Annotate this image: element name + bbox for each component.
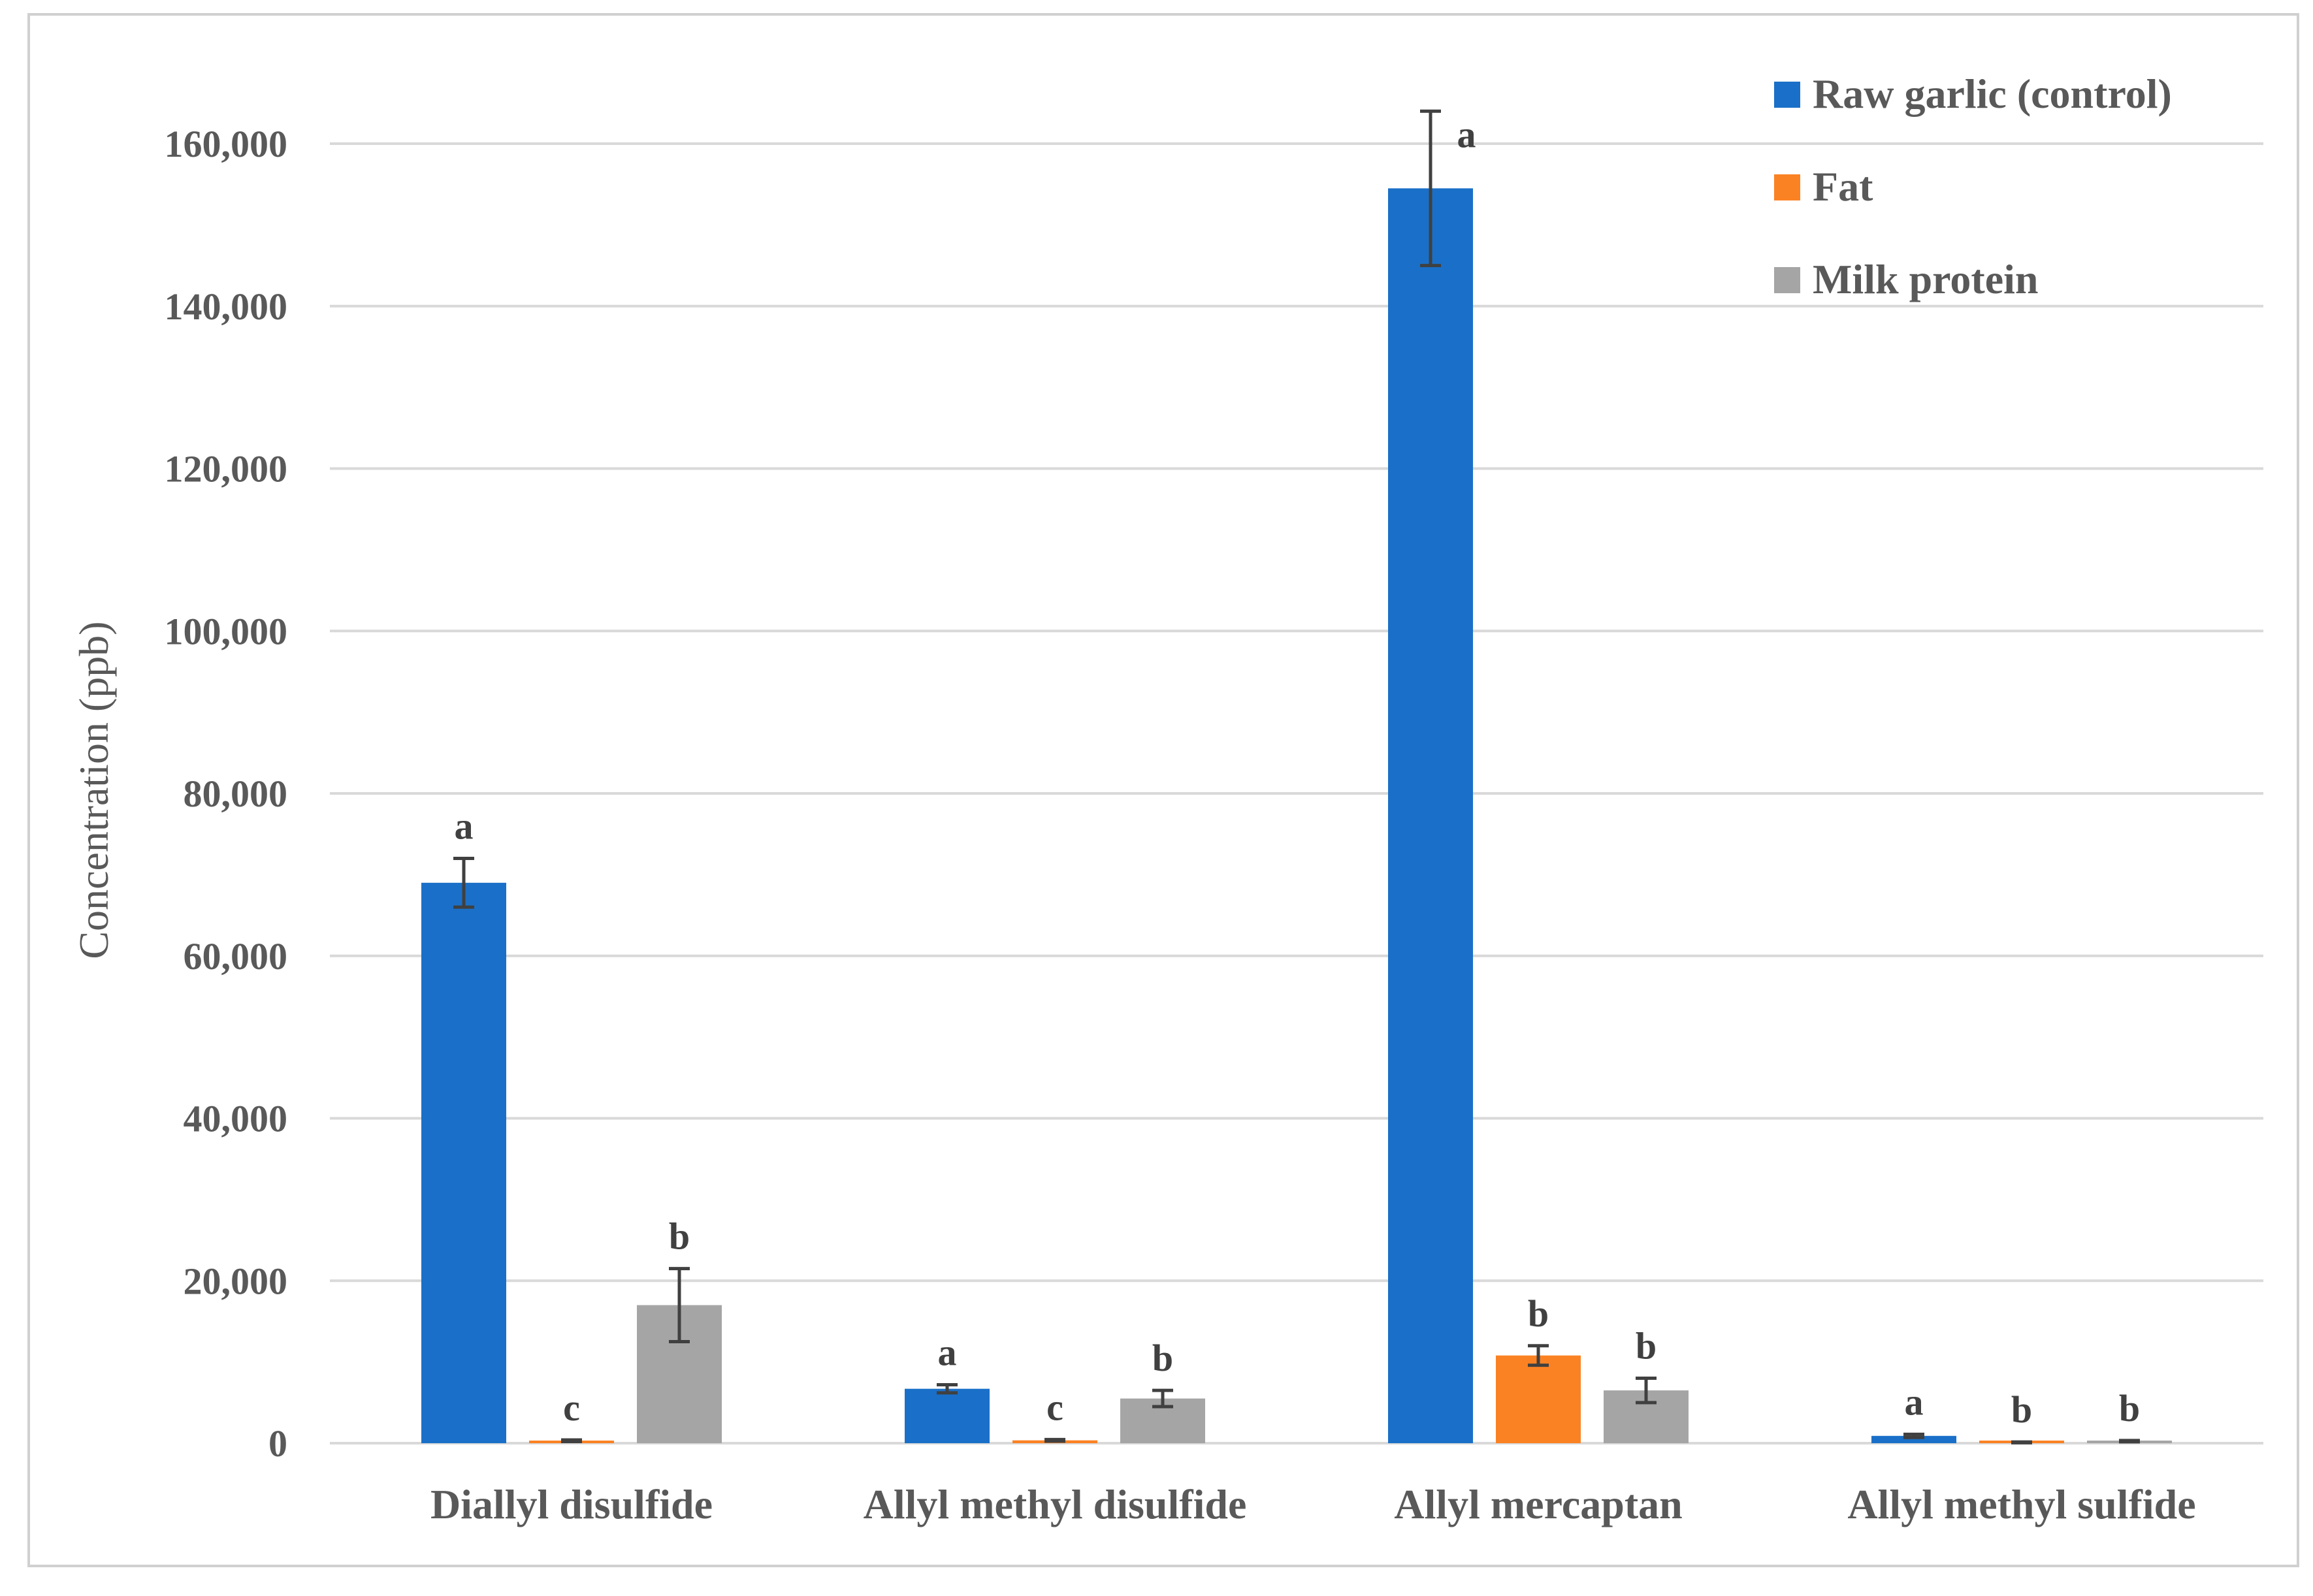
legend-label: Fat	[1813, 163, 1873, 210]
significance-letter: c	[1046, 1386, 1063, 1428]
legend-swatch	[1774, 267, 1800, 293]
error-bar	[1044, 1437, 1065, 1443]
y-axis-ticks: 0 20,000 40,000 60,000 80,000 100,000 120,000 1…	[165, 123, 288, 1465]
y-tick-label: 60,000	[184, 935, 288, 978]
x-category-label: Allyl mercaptan	[1394, 1481, 1682, 1527]
significance-letters: a c b a c b a b b a b b	[455, 113, 2141, 1431]
chart-frame	[27, 13, 2299, 1567]
error-bar	[1420, 109, 1441, 268]
bar	[905, 1388, 990, 1443]
y-tick-label: 140,000	[165, 285, 288, 328]
significance-letter: b	[2011, 1388, 2032, 1431]
bar	[1388, 188, 1473, 1443]
legend-label: Milk protein	[1813, 256, 2039, 302]
error-bars	[453, 109, 2140, 1444]
significance-letter: a	[938, 1331, 957, 1373]
error-bar	[2011, 1440, 2032, 1444]
gridlines	[330, 142, 2263, 1444]
bar	[1871, 1435, 1956, 1443]
legend-item: Milk protein	[1774, 256, 2039, 302]
significance-letter: b	[2119, 1387, 2140, 1429]
significance-letter: a	[1457, 113, 1476, 155]
error-bar	[453, 857, 474, 909]
error-bar	[1636, 1377, 1657, 1405]
x-category-label: Allyl methyl disulfide	[864, 1481, 1247, 1527]
y-tick-label: 80,000	[184, 773, 288, 815]
error-bar	[669, 1267, 690, 1344]
y-tick-label: 100,000	[165, 610, 288, 652]
error-bar	[561, 1438, 582, 1444]
significance-letter: a	[455, 805, 474, 848]
y-tick-label: 120,000	[165, 448, 288, 490]
y-tick-label: 40,000	[184, 1098, 288, 1140]
significance-letter: c	[563, 1386, 580, 1429]
legend-item: Fat	[1774, 163, 1873, 210]
error-bar	[1903, 1432, 1924, 1439]
significance-letter: b	[1636, 1325, 1657, 1367]
significance-letter: b	[1152, 1337, 1173, 1379]
error-bar	[937, 1382, 958, 1395]
significance-letter: b	[1528, 1292, 1549, 1335]
legend-item: Raw garlic (control)	[1774, 71, 2172, 117]
y-tick-label: 0	[268, 1422, 287, 1465]
significance-letter: a	[1905, 1381, 1924, 1423]
y-axis-label: Concentration (ppb)	[71, 621, 117, 959]
error-bar	[1528, 1344, 1549, 1367]
x-axis-categories: Diallyl disulfide Allyl methyl disulfide A…	[430, 1481, 2196, 1527]
y-tick-label: 160,000	[165, 123, 288, 165]
significance-letter: b	[669, 1215, 690, 1258]
legend-swatch	[1774, 174, 1800, 200]
error-bar	[2119, 1439, 2140, 1444]
bar	[421, 882, 506, 1443]
legend: Raw garlic (control) Fat Milk protein	[1774, 71, 2172, 302]
x-category-label: Allyl methyl sulfide	[1847, 1481, 2195, 1527]
legend-label: Raw garlic (control)	[1813, 71, 2172, 117]
bar	[1496, 1355, 1581, 1443]
y-tick-label: 20,000	[184, 1260, 288, 1302]
x-category-label: Diallyl disulfide	[430, 1481, 713, 1527]
legend-swatch	[1774, 82, 1800, 108]
error-bar	[1152, 1388, 1173, 1409]
